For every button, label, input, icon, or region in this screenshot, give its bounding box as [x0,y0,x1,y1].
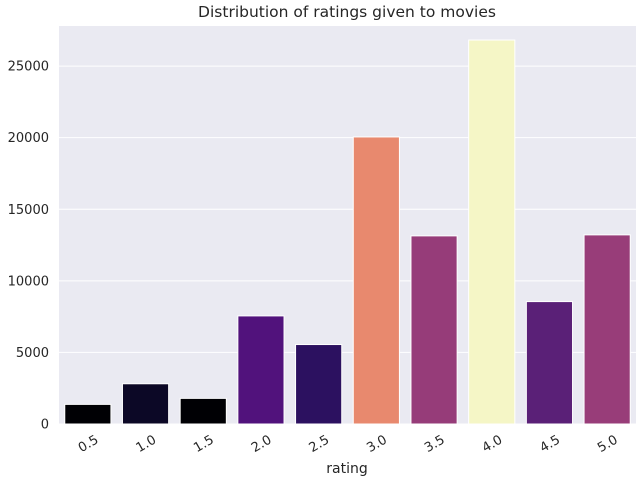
x-tick-label: 3.5 [422,433,447,456]
y-tick-label: 20000 [8,131,49,146]
y-tick-label: 25000 [8,60,49,75]
bar-3.0 [352,136,400,425]
y-tick-label: 10000 [8,274,49,289]
x-tick-label: 1.0 [134,433,159,456]
x-tick-label: 5.0 [595,433,620,456]
bar-0.5 [64,403,112,425]
bars [64,39,631,425]
y-tick-labels: 0 5000 10000 15000 20000 25000 [8,60,49,433]
x-tick-label: 0.5 [76,433,101,456]
x-tick-label: 1.5 [191,433,216,456]
bar-1.5 [179,397,227,425]
bar-4.0 [468,39,516,425]
bar-5.0 [583,234,631,425]
bar-3.5 [410,235,458,425]
bar-2.5 [295,344,343,425]
bar-1.0 [121,383,170,425]
y-tick-label: 15000 [8,203,49,218]
x-tick-label: 2.5 [307,433,332,456]
y-tick-label: 5000 [16,346,49,361]
bar-4.5 [525,301,574,425]
x-tick-label: 3.0 [364,433,389,456]
x-tick-labels: 0.5 1.0 1.5 2.0 2.5 3.0 3.5 4.0 4.5 5.0 [76,433,621,456]
x-tick-label: 4.5 [537,433,562,456]
y-tick-label: 0 [41,418,49,433]
bar-2.0 [237,315,285,425]
x-tick-label: 4.0 [480,433,505,456]
x-tick-label: 2.0 [249,433,274,456]
chart-title: Distribution of ratings given to movies [198,3,496,21]
x-axis-label: rating [326,461,367,477]
